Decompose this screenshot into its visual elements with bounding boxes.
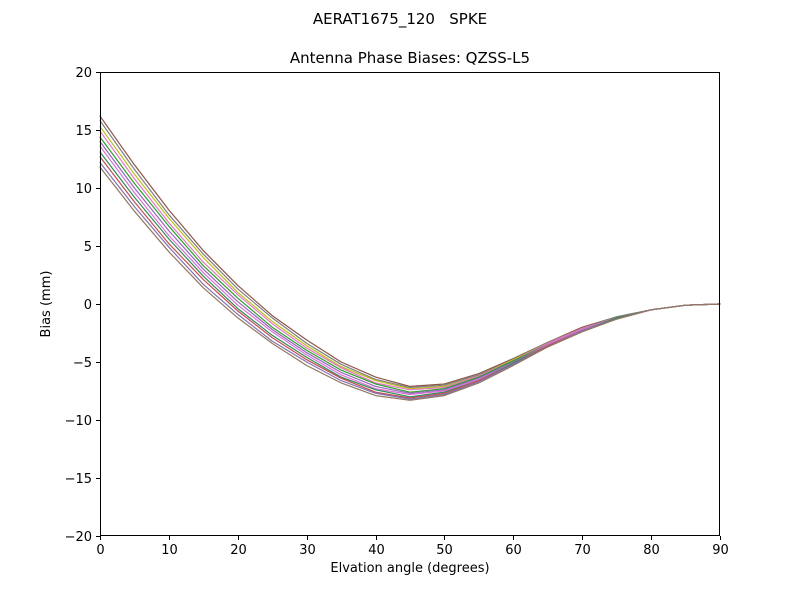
y-tick-label: 15 — [75, 124, 92, 139]
x-tick-label: 10 — [161, 543, 178, 558]
bias-curve-11 — [99, 166, 721, 401]
y-tick-label: 20 — [75, 66, 92, 81]
x-tick-label: 80 — [643, 543, 660, 558]
bias-curve-7 — [99, 145, 721, 396]
x-axis-label: Elvation angle (degrees) — [330, 561, 489, 576]
chart-title: AERAT1675_120 SPKE — [313, 10, 487, 29]
y-tick-label: 0 — [84, 298, 92, 313]
y-axis-label: Bias (mm) — [39, 271, 54, 338]
x-tick-label: 0 — [96, 543, 104, 558]
y-tick-label: 5 — [84, 240, 92, 255]
bias-curve-8 — [99, 151, 721, 398]
x-tick-label: 90 — [712, 543, 729, 558]
chart-subtitle: Antenna Phase Biases: QZSS-L5 — [290, 49, 530, 67]
y-tick-label: −5 — [73, 356, 92, 371]
x-tick-label: 50 — [436, 543, 453, 558]
bias-curve-6 — [99, 141, 721, 394]
axes-box — [100, 72, 720, 536]
bias-curve-2 — [99, 120, 721, 389]
x-tick-label: 60 — [505, 543, 522, 558]
plot-area: 0 10 20 30 40 50 60 70 80 90 −20 −15 −10 −5 0 5 10 15 20 — [65, 66, 729, 558]
x-tick-label: 30 — [299, 543, 316, 558]
x-tick-label: 70 — [574, 543, 591, 558]
y-tick-label: −20 — [65, 530, 92, 545]
y-tick-label: 10 — [75, 182, 92, 197]
y-tick-label: −15 — [65, 472, 92, 487]
bias-curve-4 — [99, 130, 721, 391]
x-tick-label: 20 — [230, 543, 247, 558]
bias-curve-10 — [99, 161, 721, 400]
y-tick-label: −10 — [65, 414, 92, 429]
x-tick-label: 40 — [368, 543, 385, 558]
